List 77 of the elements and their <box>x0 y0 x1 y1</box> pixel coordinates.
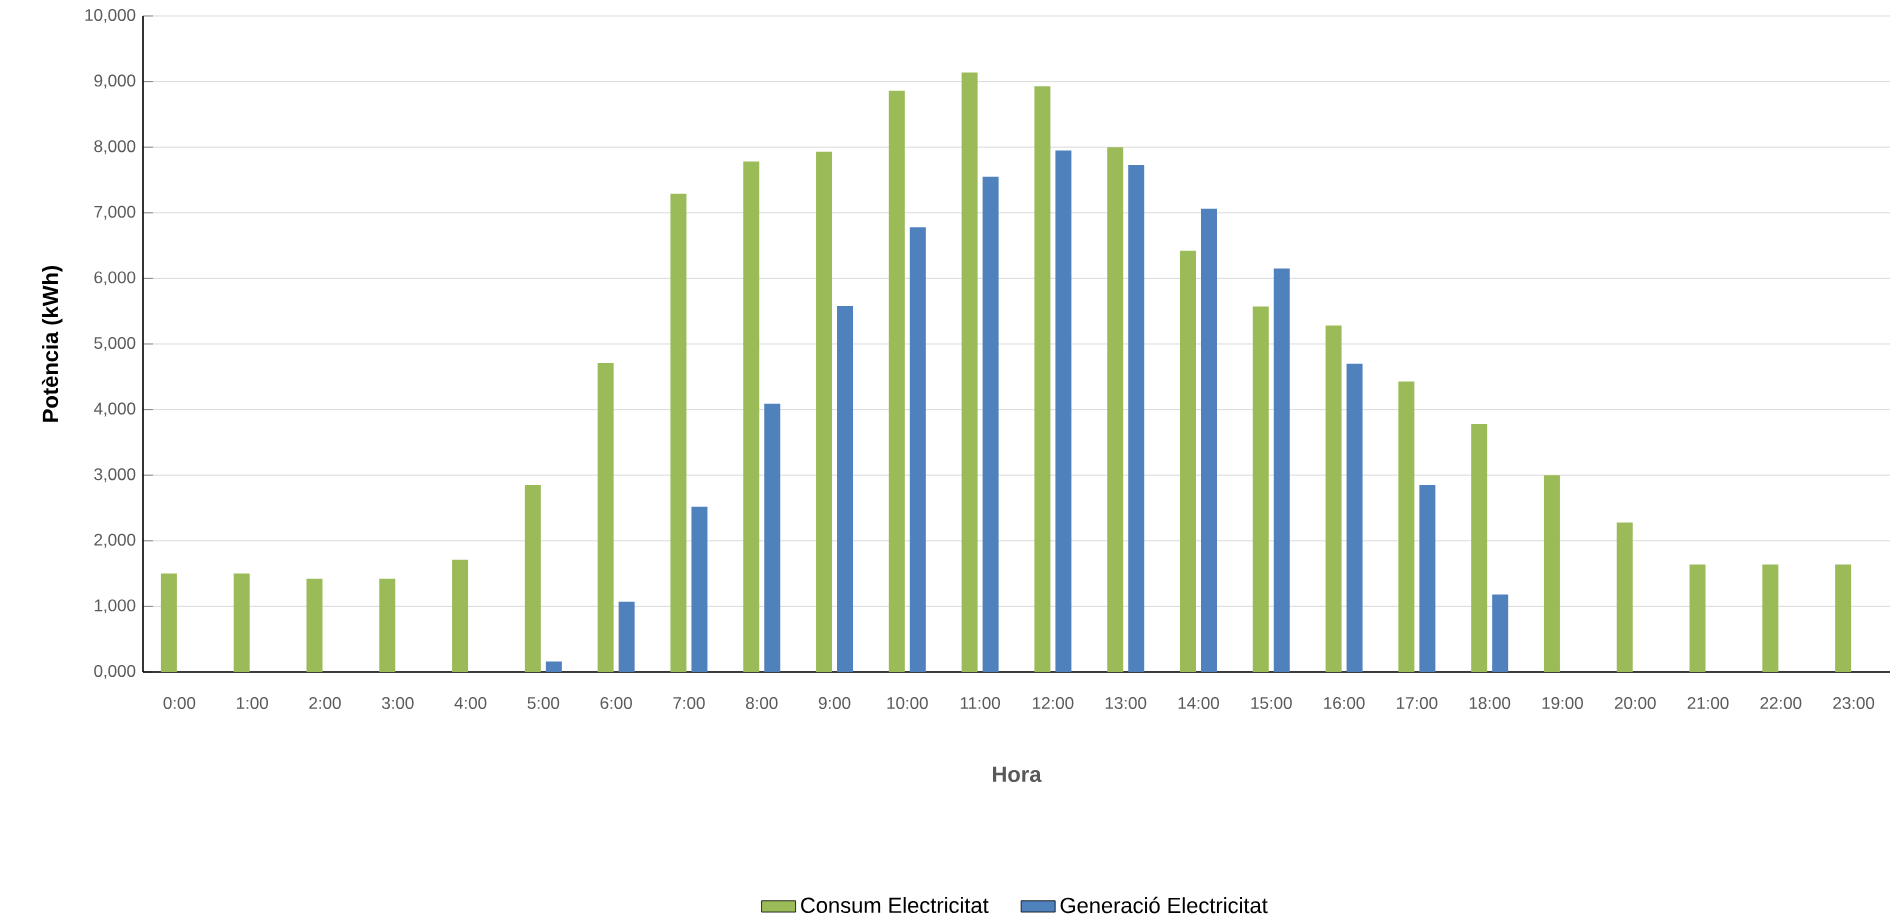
x-tick-label: 19:00 <box>1542 697 1583 710</box>
bar <box>1471 424 1488 673</box>
y-axis-title: Potència (kWh) <box>41 265 63 422</box>
y-tick-label: 3,000 <box>94 468 136 483</box>
x-tick-label: 12:00 <box>1033 697 1074 710</box>
bar <box>1034 86 1051 673</box>
x-tick-label: 1:00 <box>236 697 268 710</box>
bar <box>1179 250 1196 673</box>
legend-label: Consum Electricitat <box>801 897 989 914</box>
bar <box>379 578 396 673</box>
y-tick-label: 1,000 <box>94 599 136 614</box>
x-tick-label: 22:00 <box>1760 697 1802 710</box>
y-tick-label: 4,000 <box>93 402 136 417</box>
x-tick-label: 23:00 <box>1833 697 1875 710</box>
bar <box>743 161 760 673</box>
x-tick-label: 14:00 <box>1178 697 1220 710</box>
bar <box>982 176 999 673</box>
bar <box>764 403 781 673</box>
x-tick-label: 4:00 <box>454 697 487 710</box>
bar <box>1543 475 1560 673</box>
y-tick-label: 9,000 <box>94 74 136 89</box>
bar <box>1055 150 1072 673</box>
x-tick-label: 0:00 <box>163 697 196 710</box>
bar <box>1835 564 1852 673</box>
bar <box>1762 564 1779 673</box>
bar <box>909 227 926 673</box>
bar <box>597 363 614 673</box>
bar <box>1616 522 1633 673</box>
bar <box>670 193 687 673</box>
bar <box>1325 325 1342 673</box>
x-tick-label: 5:00 <box>527 697 560 710</box>
bar <box>1346 363 1363 673</box>
bar <box>1398 381 1415 673</box>
bar <box>306 578 323 673</box>
x-tick-label: 10:00 <box>887 697 928 710</box>
y-tick-label: 10,000 <box>85 9 136 23</box>
y-tick-label: 6,000 <box>94 271 136 286</box>
bar <box>888 90 905 673</box>
bar <box>961 72 978 673</box>
bar <box>837 305 854 673</box>
x-tick-label: 7:00 <box>673 697 705 710</box>
x-tick-label: 8:00 <box>746 697 778 710</box>
y-tick-label: 0,000 <box>94 665 136 680</box>
legend-label: Generació Electricitat <box>1060 896 1268 914</box>
bar <box>1252 306 1269 673</box>
bar <box>1492 594 1509 673</box>
bar <box>452 559 469 673</box>
bar <box>160 573 177 673</box>
bar <box>1107 147 1124 673</box>
x-tick-label: 16:00 <box>1324 697 1365 710</box>
x-tick-label: 17:00 <box>1396 697 1438 710</box>
x-tick-label: 6:00 <box>600 697 632 710</box>
x-tick-label: 15:00 <box>1251 697 1292 710</box>
x-tick-label: 9:00 <box>818 697 851 710</box>
y-tick-label: 7,000 <box>94 205 136 220</box>
x-tick-label: 13:00 <box>1105 697 1147 710</box>
bar <box>1273 268 1290 673</box>
bar <box>524 485 541 673</box>
y-tick-label: 2,000 <box>94 533 136 548</box>
x-tick-label: 3:00 <box>381 697 414 710</box>
bar <box>1689 564 1706 673</box>
bar <box>233 573 250 673</box>
x-axis-title: Hora <box>993 766 1042 783</box>
x-tick-label: 2:00 <box>309 697 341 710</box>
bar <box>1128 164 1145 673</box>
x-tick-label: 18:00 <box>1469 697 1511 710</box>
x-tick-label: 20:00 <box>1614 697 1656 710</box>
x-tick-label: 21:00 <box>1687 697 1729 710</box>
y-tick-label: 8,000 <box>94 140 136 155</box>
bar <box>1200 208 1217 673</box>
y-tick-label: 5,000 <box>94 337 136 351</box>
bar <box>618 601 635 673</box>
bar <box>691 506 708 673</box>
bar <box>816 151 833 673</box>
bar <box>545 661 562 673</box>
x-tick-label: 11:00 <box>960 697 1001 710</box>
bar <box>1419 485 1436 673</box>
